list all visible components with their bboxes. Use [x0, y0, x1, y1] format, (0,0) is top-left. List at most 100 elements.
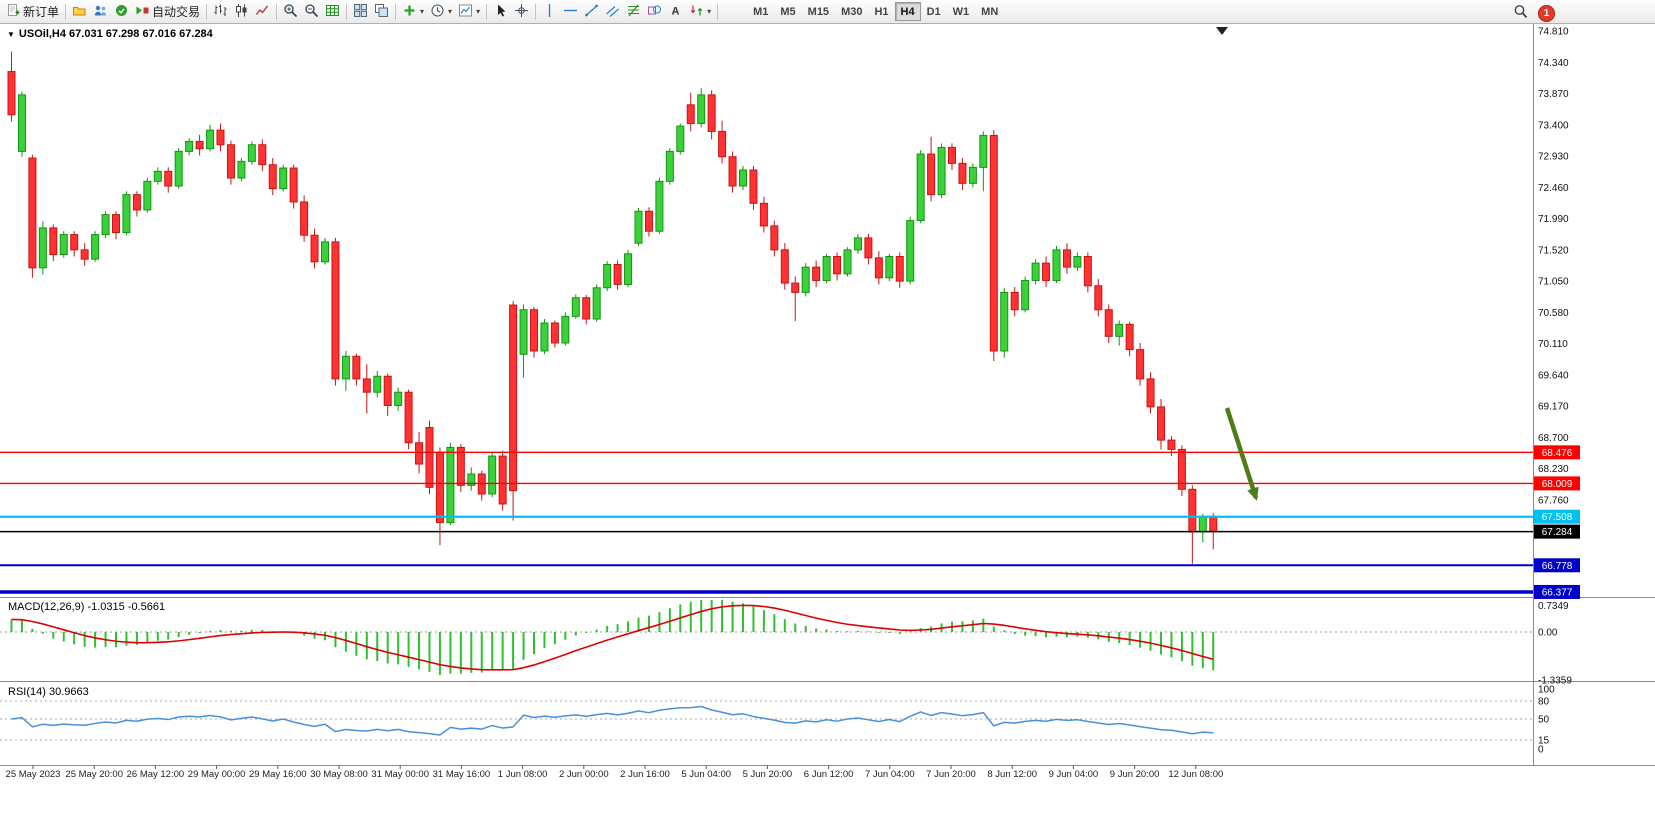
toolbar-templates-button[interactable]: ▾ [455, 2, 483, 22]
price-axis-label: 72.930 [1538, 152, 1569, 163]
price-level-badge [1534, 584, 1580, 599]
price-axis-label: 70.580 [1538, 308, 1569, 319]
bars-icon [213, 3, 228, 21]
toolbar-separator [486, 3, 488, 20]
toolbar-fibonacci-button[interactable] [623, 2, 644, 22]
price-axis-label: 72.460 [1538, 183, 1569, 194]
price-axis-label: 67.760 [1538, 495, 1569, 506]
price-axis-label: 70.110 [1538, 339, 1568, 350]
timeframe-d1-button[interactable]: D1 [921, 2, 947, 21]
toolbar-vertical-line-button[interactable] [539, 2, 560, 22]
time-axis-label: 25 May 20:00 [65, 769, 123, 780]
panel-separators [0, 23, 1655, 766]
toolbar-trendline-button[interactable] [581, 2, 602, 22]
toolbar-equidistant-channel-button[interactable] [602, 2, 623, 22]
price-level-badge-label: 68.009 [1542, 479, 1573, 490]
price-axis-label: 71.990 [1538, 214, 1569, 225]
zoomout-icon [304, 3, 319, 21]
timeframe-mn-button[interactable]: MN [975, 2, 1004, 21]
zoomin-icon [283, 3, 298, 21]
toolbar-auto-trading-button[interactable]: 自动交易 [132, 2, 203, 22]
time-axis-label: 9 Jun 20:00 [1110, 769, 1160, 780]
toolbar-periods-button[interactable]: ▾ [427, 2, 455, 22]
search-button[interactable] [1510, 3, 1531, 23]
price-level-badge-label: 67.508 [1542, 512, 1573, 523]
crosshair-icon [514, 3, 529, 21]
annotation-arrow[interactable] [1224, 407, 1259, 501]
macd-axis-label: -1.3359 [1538, 676, 1572, 687]
price-level-badge-label: 68.476 [1542, 448, 1573, 459]
toolbar-line-chart-mode-button[interactable] [252, 2, 273, 22]
caret-down-icon: ▾ [476, 7, 481, 16]
time-axis-label: 25 May 2023 [6, 769, 61, 780]
timeframe-m1-button[interactable]: M1 [747, 2, 774, 21]
vline-icon [542, 3, 557, 21]
time-axis-label: 2 Jun 16:00 [620, 769, 670, 780]
toolbar-community-button[interactable] [90, 2, 111, 22]
toolbar-add-indicator-button[interactable]: ▾ [399, 2, 427, 22]
timeframe-h1-button[interactable]: H1 [868, 2, 894, 21]
time-axis-label: 26 May 12:00 [127, 769, 185, 780]
toolbar-tile-windows-button[interactable] [322, 2, 343, 22]
chart-shift-marker-icon[interactable] [1216, 27, 1228, 35]
toolbar-zoom-in-button[interactable] [280, 2, 301, 22]
candles-icon [234, 3, 249, 21]
price-level-badge [1534, 509, 1580, 524]
timeframe-w1-button[interactable]: W1 [947, 2, 976, 21]
caret-down-icon: ▾ [420, 7, 425, 16]
rsi-axis-label: 100 [1538, 685, 1555, 696]
chart-menu-icon[interactable]: ▼ [7, 29, 15, 39]
timeframe-h4-button[interactable]: H4 [894, 2, 921, 21]
rsi-axis-label: 50 [1538, 715, 1550, 726]
toolbar-arrows-button[interactable]: ▾ [686, 2, 714, 22]
notification-badge[interactable]: 1 [1538, 4, 1555, 22]
time-axis-label: 5 Jun 04:00 [681, 769, 731, 780]
profiles-icon [72, 3, 87, 21]
fibo-icon [626, 3, 641, 21]
toolbar-buttons: 新订单 自动交易 ▾ ▾ ▾ A ▾ [3, 2, 721, 22]
toolbar-new-order-button[interactable]: 新订单 [3, 2, 62, 22]
toolbar-candle-chart-mode-button[interactable] [231, 2, 252, 22]
toolbar-cursor-button[interactable] [490, 2, 511, 22]
macd-signal-line [11, 604, 1214, 671]
svg-text:A: A [672, 5, 680, 17]
toolbar-crosshair-button[interactable] [511, 2, 532, 22]
rsi-axis-label: 80 [1538, 697, 1550, 708]
timeframe-m5-button[interactable]: M5 [774, 2, 801, 21]
toolbar-cascade-windows-button[interactable] [371, 2, 392, 22]
time-axis-label: 1 Jun 08:00 [498, 769, 548, 780]
macd-indicator: 0.7349 0.00 -1.3359 [0, 600, 1572, 687]
price-level-badge [1534, 445, 1580, 460]
price-axis-label: 68.230 [1538, 464, 1569, 475]
price-axis-label: 69.640 [1538, 370, 1569, 381]
tile-icon [353, 3, 368, 21]
timeframe-m30-button[interactable]: M30 [835, 2, 868, 21]
toolbar-arrange-windows-button[interactable] [350, 2, 371, 22]
toolbar-separator [276, 3, 278, 20]
time-axis: 25 May 2023 25 May 20:00 26 May 12:00 29 Ma… [6, 765, 1223, 780]
cascade-icon [374, 3, 389, 21]
macd-axis-label: 0.00 [1538, 628, 1558, 639]
toolbar-zoom-out-button[interactable] [301, 2, 322, 22]
toolbar-separator [346, 3, 348, 20]
toolbar-shapes-button[interactable] [644, 2, 665, 22]
price-level-badge-label: 67.284 [1542, 527, 1573, 538]
toolbar-separator [717, 3, 719, 20]
toolbar-text-label-button[interactable]: A [665, 2, 686, 22]
price-levels: 68.476 68.009 67.508 67.284 66.778 66.377 [0, 445, 1580, 599]
template-icon [458, 3, 473, 21]
indicator-icon [402, 3, 417, 21]
price-axis-label: 71.520 [1538, 245, 1569, 256]
toolbar-horizontal-line-button[interactable] [560, 2, 581, 22]
toolbar-support-button[interactable] [111, 2, 132, 22]
caret-down-icon: ▾ [707, 7, 712, 16]
timeframe-m15-button[interactable]: M15 [802, 2, 835, 21]
toolbar-bar-chart-mode-button[interactable] [210, 2, 231, 22]
toolbar-profiles-button[interactable] [69, 2, 90, 22]
rsi-line [11, 705, 1214, 736]
macd-indicator-label: MACD(12,26,9) -1.0315 -0.5661 [8, 601, 166, 613]
price-axis-label: 74.340 [1538, 58, 1569, 69]
auto-trading-label: 自动交易 [152, 5, 201, 19]
